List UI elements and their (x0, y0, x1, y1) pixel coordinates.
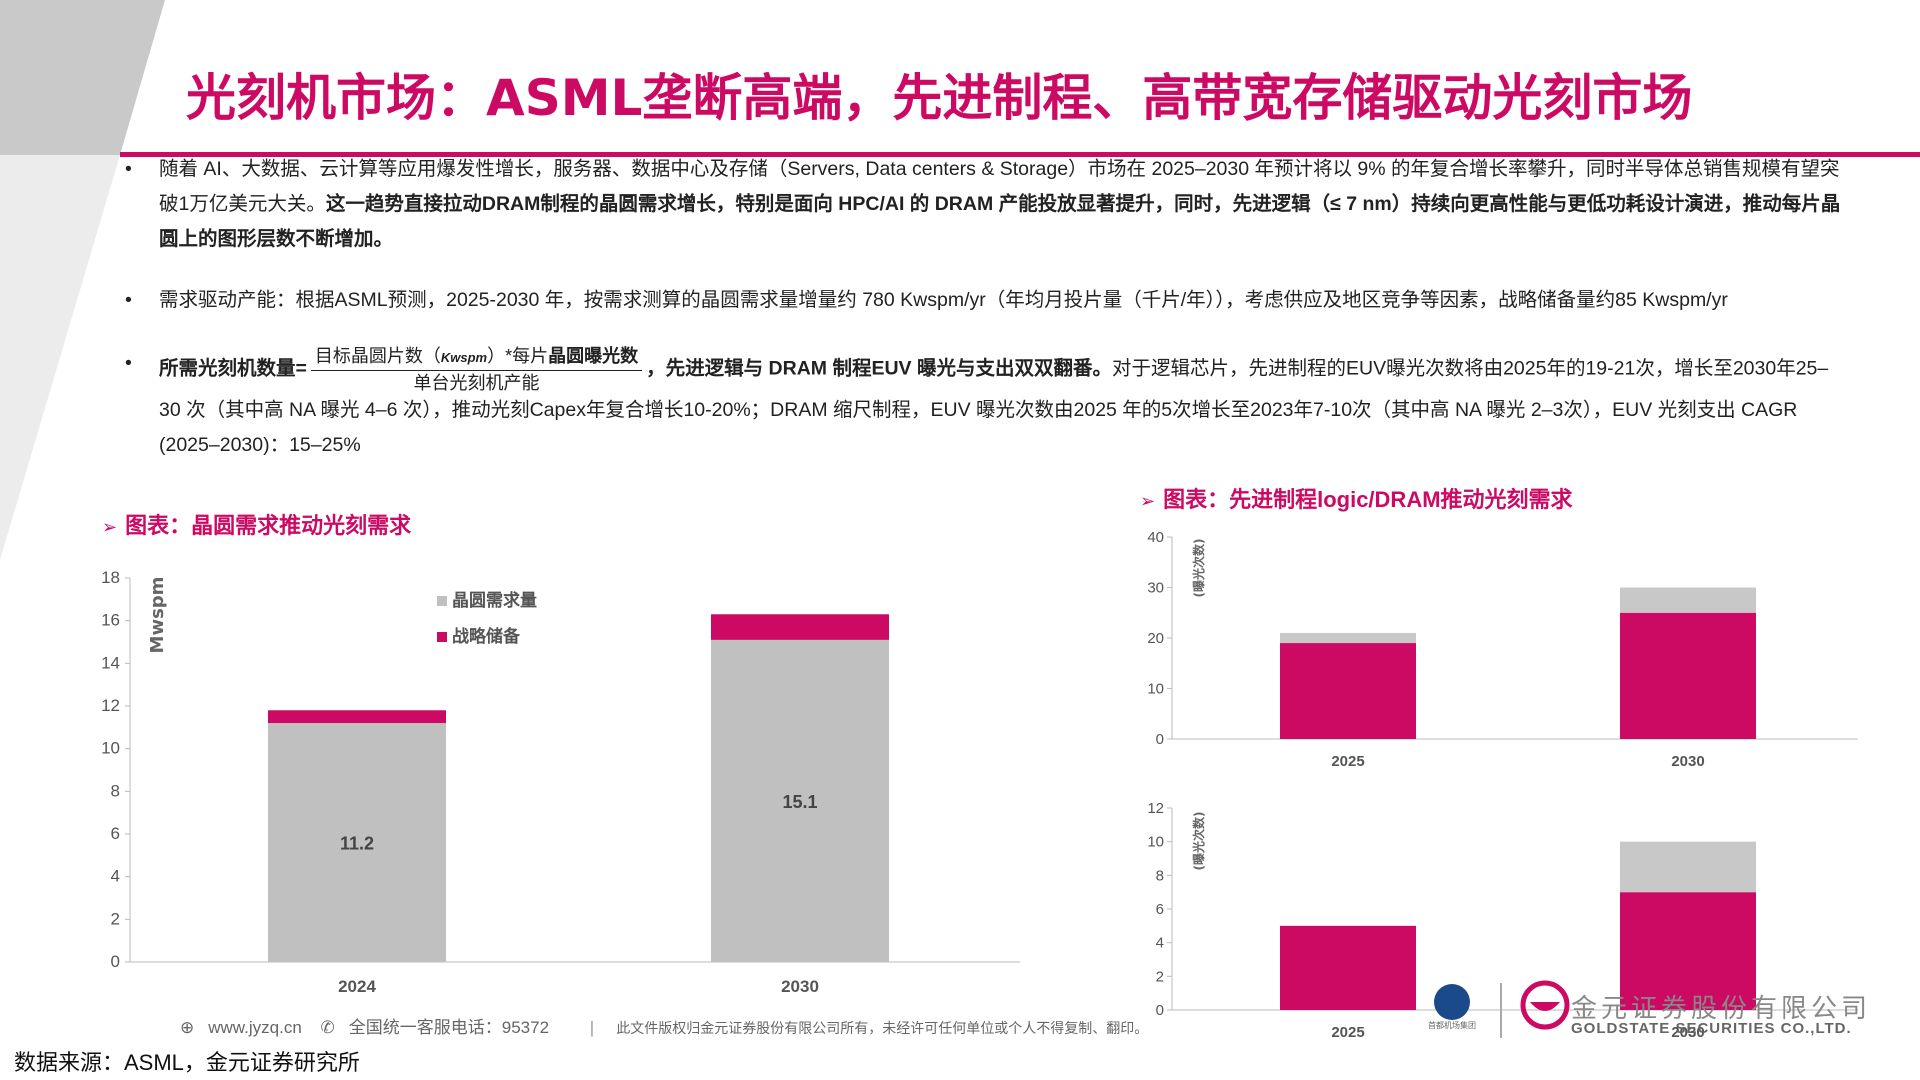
y-tick-label: 8 (1156, 867, 1164, 884)
company-logo (1434, 980, 1570, 1038)
y-tick-label: 2 (1156, 968, 1164, 985)
page-title: 光刻机市场：ASML垄断高端，先进制程、高带宽存储驱动光刻市场 (186, 69, 1693, 127)
y-tick-label: 12 (1147, 800, 1164, 817)
legend-swatch (437, 632, 447, 642)
legend-swatch (437, 596, 447, 606)
bullet-text: 随着 AI、大数据、云计算等应用爆发性增长，服务器、数据中心及存储（Server… (159, 158, 1840, 215)
company-name-en: GOLDSTATE SECURITIES CO.,LTD. (1571, 1020, 1852, 1037)
bar-2025-EUV曝光 (1280, 643, 1416, 739)
y-tick-label: 10 (101, 739, 120, 758)
data-label: 11.2 (340, 834, 374, 854)
y-axis-label: Mwspm (147, 577, 168, 654)
data-label: 15.1 (782, 792, 817, 812)
data-source: 数据来源：ASML，金元证券研究所 (14, 1050, 360, 1075)
bar-2030-EUV曝光 (1620, 892, 1756, 1010)
y-tick-label: 2 (111, 909, 120, 928)
x-tick-label: 2030 (1671, 753, 1704, 770)
formula-label: 所需光刻机数量= (159, 357, 307, 380)
phone-icon: ✆ (320, 1018, 335, 1037)
y-tick-label: 16 (101, 611, 120, 630)
y-tick-label: 0 (1156, 731, 1164, 748)
bar-2030-战略储备 (711, 614, 889, 640)
company-name-cn: 金元证券股份有限公司 (1571, 994, 1872, 1024)
bar-2024-晶圆需求量 (268, 723, 446, 962)
bullet-bold-text: 这一趋势直接拉动DRAM制程的晶圆需求增长，特别是面向 HPC/AI 的 DRA… (159, 193, 1841, 250)
x-tick-label: 2030 (781, 977, 819, 996)
y-tick-label: 0 (1156, 1002, 1164, 1019)
bullet-list: • 随着 AI、大数据、云计算等应用爆发性增长，服务器、数据中心及存储（Serv… (125, 152, 1845, 463)
y-tick-label: 14 (101, 653, 120, 672)
y-tick-label: 4 (111, 867, 120, 886)
formula: 目标晶圆片数（Kwspm）*每片晶圆曝光数 单台光刻机产能 (310, 346, 643, 393)
y-tick-label: 8 (111, 781, 120, 800)
x-tick-label: 2024 (338, 977, 376, 996)
globe-icon: ⊕ (180, 1018, 195, 1037)
right-chart-title: ➢ 图表：先进制程logic/DRAM推动光刻需求 (1140, 487, 1573, 512)
y-tick-label: 10 (1147, 834, 1164, 851)
bullet-formula: • 所需光刻机数量= 目标晶圆片数（Kwspm）*每片晶圆曝光数 单台光刻机产能 ，先… (125, 346, 1829, 456)
website-link[interactable]: www.jyzq.cn (208, 1018, 302, 1037)
bar-2030-增量 (1620, 587, 1756, 613)
x-tick-label: 2025 (1331, 1024, 1364, 1041)
y-tick-label: 12 (101, 696, 120, 715)
y-tick-label: 30 (1147, 580, 1164, 597)
y-tick-label: 40 (1147, 529, 1164, 546)
y-tick-label: 18 (101, 568, 120, 587)
bar-2025-增量 (1280, 632, 1416, 644)
bar-2025-EUV曝光 (1280, 925, 1416, 1010)
legend-label: 晶圆需求量 (452, 590, 537, 611)
bullet-capacity: • 需求驱动产能：根据ASML预测，2025-2030 年，按需求测算的晶圆需求… (125, 289, 1728, 311)
bullet-text: 需求驱动产能：根据ASML预测，2025-2030 年，按需求测算的晶圆需求量增… (159, 289, 1728, 311)
bullet-text: 对于逻辑芯片，先进制程的EUV曝光次数将由2025年的19-21次，增长至203… (159, 357, 1829, 456)
bar-2030-晶圆需求量 (711, 639, 889, 962)
legend-label: 战略储备 (452, 626, 521, 647)
y-tick-label: 4 (1156, 935, 1164, 952)
bullet-ai-demand: • 随着 AI、大数据、云计算等应用爆发性增长，服务器、数据中心及存储（Serv… (125, 158, 1841, 250)
bar-2030-EUV曝光 (1620, 612, 1756, 739)
y-tick-label: 0 (111, 952, 120, 971)
y-axis-label: (曝光次数) (1191, 812, 1206, 871)
copyright-notice: 此文件版权归金元证券股份有限公司所有，未经许可任何单位或个人不得复制、翻印。 (616, 1020, 1149, 1036)
left-chart-title: ➢ 图表：晶圆需求推动光刻需求 (102, 513, 412, 538)
x-tick-label: 2025 (1331, 753, 1364, 770)
bullet-bold-text: ，先进逻辑与 DRAM 制程EUV 曝光与支出双双翻番。 (646, 357, 1112, 380)
bar-2030-增量 (1620, 841, 1756, 893)
bar-2024-战略储备 (268, 710, 446, 724)
y-tick-label: 20 (1147, 630, 1164, 647)
footer: ⊕ www.jyzq.cn ✆ 全国统一客服电话：95372 | 此文件版权归金元证券… (180, 1018, 1149, 1037)
y-tick-label: 10 (1147, 681, 1164, 698)
y-tick-label: 6 (111, 824, 120, 843)
x-tick-label: 2030 (1671, 1024, 1704, 1041)
parent-company-label: 首都机场集团 (1428, 1021, 1476, 1030)
y-axis-label: (曝光次数) (1191, 539, 1206, 598)
y-tick-label: 6 (1156, 901, 1164, 918)
hotline-text: 全国统一客服电话：95372 (348, 1018, 550, 1037)
